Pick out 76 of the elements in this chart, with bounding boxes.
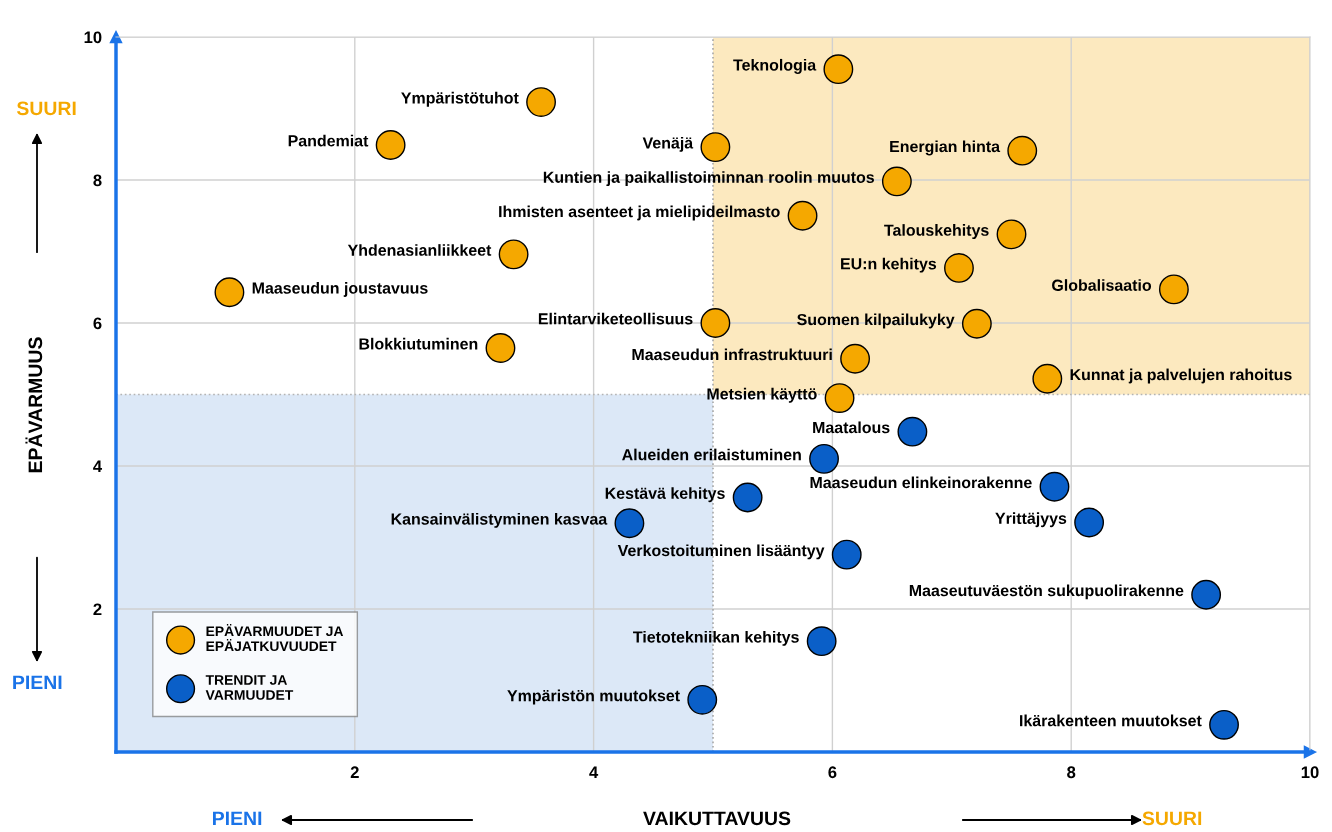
point (1007, 135, 1038, 166)
annotation: Ihmisten asenteet ja mielipideilmasto (499, 205, 780, 221)
x-axis-title: VAIKUTTAVUUS (643, 811, 791, 826)
point (881, 166, 912, 197)
text: PIENI (213, 811, 262, 826)
point (700, 308, 731, 338)
annotation: Yhdenasianliikkeet (347, 244, 492, 256)
y-tick-label: 10 (84, 31, 102, 44)
annotation: Kunnat ja palvelujen rahoitus (1070, 368, 1292, 384)
x-tick-label: 6 (828, 766, 837, 779)
annotation: Teknologia (733, 58, 817, 74)
point (498, 239, 529, 270)
y-tick-label: 4 (93, 460, 103, 473)
point (897, 416, 928, 447)
annotation: Ympäristötuhot (401, 91, 519, 107)
annotation: Globalisaatio (1052, 279, 1152, 291)
point (944, 253, 974, 283)
x-tick-label: 10 (1301, 766, 1319, 779)
annotation: Blokkiutuminen (359, 337, 478, 350)
point (996, 219, 1027, 250)
text: SUURI (1142, 811, 1202, 826)
point (787, 200, 818, 231)
x-tick-label: 2 (350, 766, 359, 778)
annotation: Pandemiat (288, 134, 369, 147)
annotation: Metsien käyttö (707, 387, 817, 403)
y-tick-label: 2 (93, 603, 102, 616)
legend-label: EPÄVARMUUDET JA EPÄJATKUVUUDET (206, 624, 344, 652)
annotation: Ympäristön muutokset (507, 689, 680, 705)
y-tick-label: 8 (93, 174, 102, 187)
point (824, 383, 855, 414)
point (526, 87, 556, 117)
annotation: Kuntien ja paikallistoiminnan roolin muutos (543, 171, 875, 187)
annotation: Alueiden erilaistuminen (622, 448, 801, 461)
point (375, 130, 406, 160)
annotation: Venäjä (642, 136, 694, 152)
annotation: Tietotekniikan kehitys (633, 630, 799, 646)
point (831, 539, 862, 570)
point (1209, 709, 1239, 740)
text: PIENI (13, 675, 62, 690)
point (732, 482, 763, 513)
point (806, 626, 837, 657)
point (823, 54, 854, 85)
annotation: Talouskehitys (884, 224, 989, 240)
point (214, 277, 245, 308)
point (809, 443, 839, 474)
point (700, 132, 731, 163)
y-axis-title: EPÄVARMUUS (25, 337, 43, 473)
annotation: Ikärakenteen muutokset (1020, 714, 1202, 727)
x-tick-label: 4 (589, 766, 599, 778)
y-tick-label: 6 (93, 317, 102, 330)
annotation: Kestävä kehitys (605, 487, 725, 503)
annotation: Energian hinta (890, 140, 1001, 156)
point (1039, 471, 1070, 502)
annotation: Maaseudun infrastruktuuri (632, 348, 832, 361)
point (1191, 579, 1222, 610)
point (961, 308, 992, 339)
point (614, 508, 645, 539)
annotation: EU:n kehitys (841, 257, 937, 273)
point (1074, 507, 1105, 538)
x-tick-label: 8 (1067, 766, 1076, 779)
annotation: Maaseudun elinkeinorakenne (810, 476, 1032, 489)
point (1032, 363, 1063, 394)
annotation: Kansainvälistyminen kasvaa (391, 512, 608, 528)
point (840, 343, 871, 374)
annotation: Verkostoituminen lisääntyy (617, 544, 825, 560)
text: SUURI (16, 101, 76, 116)
annotation: Maaseutuväestön sukupuolirakenne (909, 584, 1184, 600)
point (1158, 274, 1189, 305)
point (485, 333, 516, 363)
annotation: Yrittäjyys (995, 512, 1067, 528)
annotation: Suomen kilpailukyky (797, 313, 955, 329)
legend-label: TRENDIT JA VARMUUDET (205, 675, 294, 700)
annotation: Elintarviketeollisuus (538, 312, 693, 325)
annotation: Maatalous (813, 421, 890, 434)
point (687, 684, 718, 715)
annotation: Maaseudun joustavuus (252, 282, 428, 297)
